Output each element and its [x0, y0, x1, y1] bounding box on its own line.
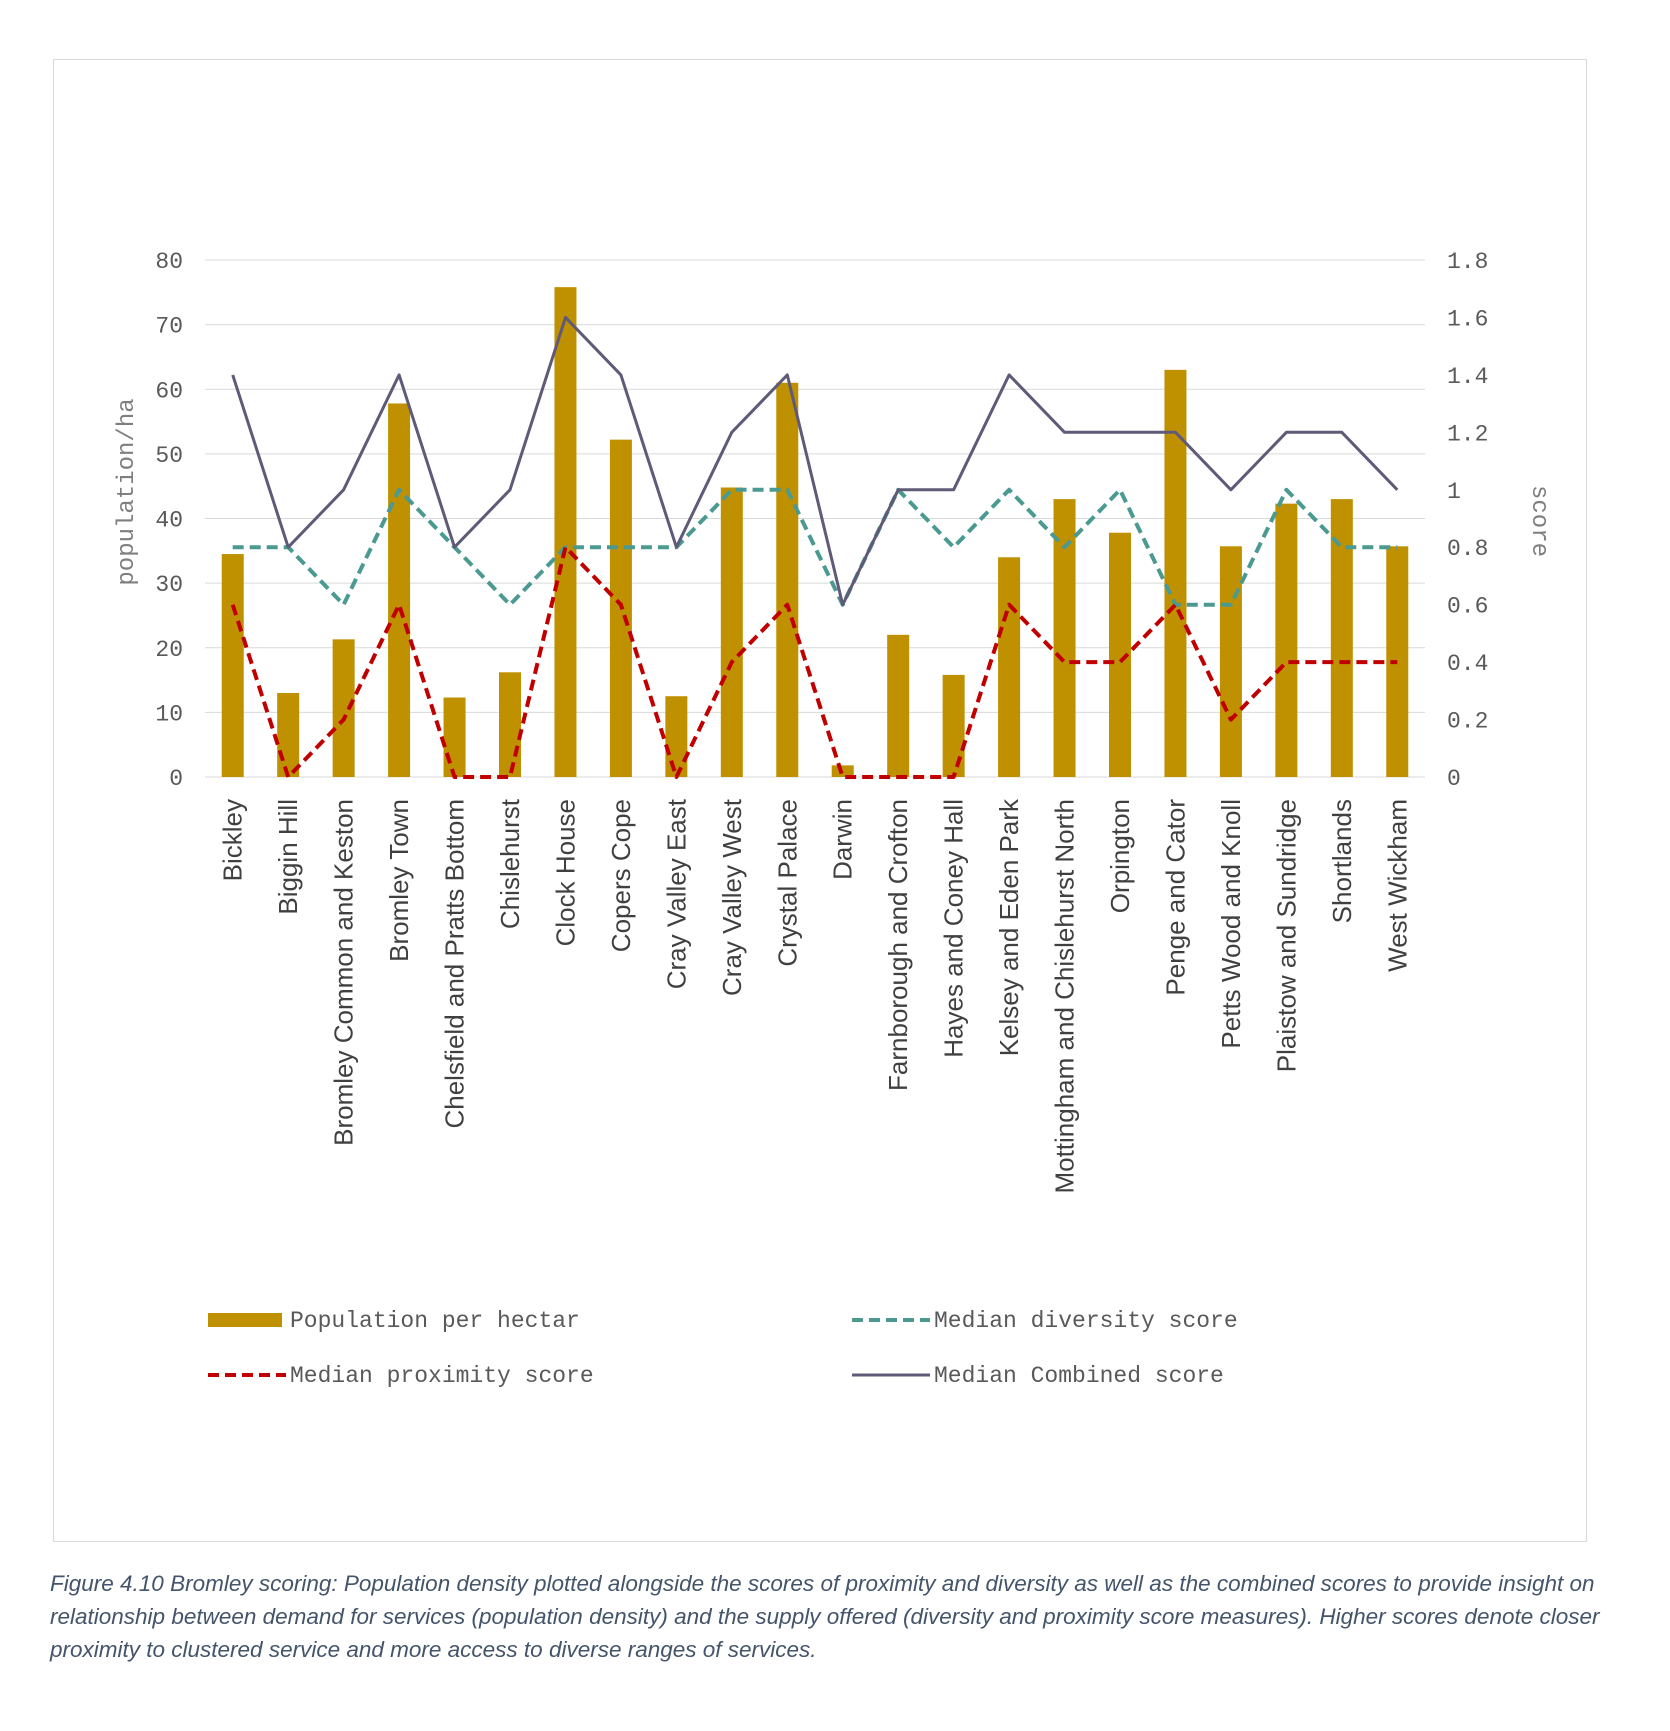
- bar: [499, 672, 521, 777]
- category-label: Darwin: [828, 799, 858, 880]
- category-label: Cray Valley West: [717, 798, 747, 996]
- category-label: Plaistow and Sundridge: [1271, 799, 1301, 1072]
- right-tick-label: 0.2: [1447, 709, 1488, 735]
- left-tick-label: 0: [169, 766, 183, 792]
- category-label: Penge and Cator: [1160, 799, 1190, 996]
- right-tick-label: 1: [1447, 479, 1461, 505]
- category-label: Petts Wood and Knoll: [1216, 799, 1246, 1049]
- left-axis-title: population/ha: [114, 398, 141, 585]
- bar: [998, 557, 1021, 777]
- left-tick-label: 10: [155, 701, 183, 727]
- left-tick-label: 80: [155, 249, 183, 275]
- bar: [942, 674, 965, 777]
- legend-item: Median diversity score: [852, 1308, 1238, 1334]
- category-label: Crystal Palace: [772, 799, 802, 967]
- category-label: Copers Cope: [606, 799, 636, 952]
- right-axis-title: score: [1525, 485, 1552, 557]
- gridlines: [205, 259, 1425, 778]
- chart-frame: [53, 59, 1587, 1542]
- bar: [1330, 499, 1353, 777]
- line-series: [230, 315, 1399, 779]
- bar: [554, 287, 577, 777]
- left-tick-label: 50: [155, 443, 183, 469]
- bar: [443, 697, 466, 777]
- left-tick-label: 20: [155, 637, 183, 663]
- bar-series-population: [221, 287, 1409, 777]
- legend-item: Median proximity score: [208, 1363, 594, 1389]
- category-label: Bromley Common and Keston: [329, 799, 359, 1146]
- legend-label: Median proximity score: [290, 1363, 594, 1389]
- right-tick-label: 1.2: [1447, 421, 1488, 447]
- legend-label: Median diversity score: [934, 1308, 1238, 1334]
- category-label: Kelsey and Eden Park: [994, 798, 1024, 1056]
- category-label: Cray Valley East: [661, 798, 691, 989]
- bar: [388, 403, 411, 777]
- bar: [1109, 532, 1131, 777]
- category-label: Chelsfield and Pratts Bottom: [440, 799, 470, 1129]
- figure-caption: Figure 4.10 Bromley scoring: Population …: [50, 1571, 1600, 1662]
- bar: [887, 634, 910, 777]
- legend-label: Median Combined score: [934, 1363, 1224, 1389]
- category-label: Shortlands: [1327, 799, 1357, 923]
- bar: [332, 639, 355, 777]
- category-label: Clock House: [550, 799, 580, 946]
- line-median-combined-score: [231, 315, 1399, 607]
- category-labels: Bickley Biggin Hill Bromley Common and Kes…: [218, 798, 1413, 1194]
- legend-label: Population per hectar: [290, 1308, 580, 1334]
- legend-item: Population per hectar: [208, 1308, 580, 1334]
- category-label: West Wickham: [1382, 799, 1412, 972]
- category-label: Hayes and Coney Hall: [939, 799, 969, 1058]
- bar: [1164, 369, 1187, 777]
- left-tick-label: 70: [155, 314, 183, 340]
- category-label: Farnborough and Crofton: [883, 799, 913, 1091]
- line-median-proximity-score: [230, 545, 1398, 779]
- category-label: Orpington: [1105, 799, 1135, 913]
- right-tick-label: 0.6: [1447, 594, 1488, 620]
- combo-chart: 0 10 20 30 40 50 60 70 80 0 0.2 0.4 0.6 0.8 1 1.2 1.4 1.…: [114, 249, 1552, 1389]
- right-tick-label: 0: [1447, 766, 1461, 792]
- legend-item: Median Combined score: [852, 1363, 1224, 1389]
- category-label: Mottingham and Chislehurst North: [1050, 799, 1080, 1194]
- category-label: Bickley: [218, 799, 248, 881]
- left-tick-label: 60: [155, 378, 183, 404]
- bar: [1053, 499, 1076, 777]
- bar: [665, 696, 688, 777]
- right-tick-label: 0.8: [1447, 536, 1488, 562]
- bar: [1219, 546, 1242, 777]
- right-tick-label: 1.6: [1447, 306, 1488, 332]
- category-label: Chislehurst: [495, 798, 525, 929]
- bar: [277, 692, 300, 777]
- left-axis-ticks: 0 10 20 30 40 50 60 70 80: [155, 249, 183, 792]
- right-tick-label: 0.4: [1447, 651, 1488, 677]
- category-label: Bromley Town: [384, 799, 414, 962]
- left-tick-label: 40: [155, 508, 183, 534]
- left-tick-label: 30: [155, 572, 183, 598]
- bar: [776, 382, 799, 777]
- right-axis-ticks: 0 0.2 0.4 0.6 0.8 1 1.2 1.4 1.6 1.8: [1447, 249, 1488, 792]
- bar: [720, 487, 743, 777]
- right-tick-label: 1.4: [1447, 364, 1488, 390]
- bar: [221, 554, 244, 777]
- legend: Population per hectar Median diversity sc…: [208, 1308, 1238, 1389]
- bar: [1275, 503, 1298, 777]
- category-label: Biggin Hill: [273, 799, 303, 915]
- legend-swatch-bar: [208, 1313, 282, 1327]
- right-tick-label: 1.8: [1447, 249, 1488, 275]
